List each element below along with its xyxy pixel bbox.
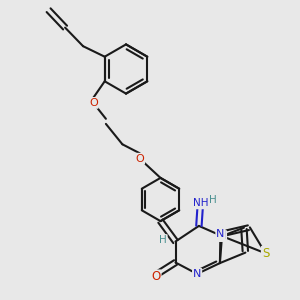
Text: N: N (193, 269, 201, 279)
Text: O: O (152, 270, 160, 284)
Text: H: H (159, 235, 167, 245)
Text: O: O (89, 98, 98, 108)
Text: H: H (209, 195, 217, 205)
Text: S: S (262, 247, 269, 260)
Text: O: O (135, 154, 144, 164)
Text: NH: NH (193, 198, 208, 208)
Text: N: N (218, 231, 226, 241)
Text: N: N (216, 229, 225, 239)
